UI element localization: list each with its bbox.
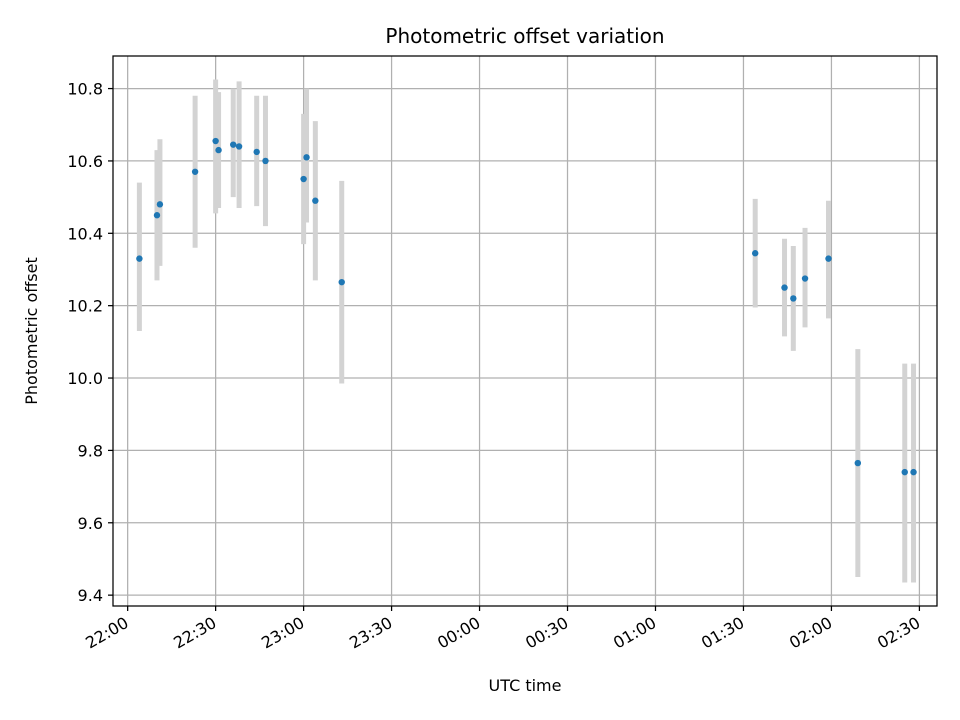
data-points: [136, 137, 917, 476]
data-point: [338, 278, 345, 286]
data-point: [212, 137, 219, 145]
plot-area-frame: [112, 55, 938, 607]
data-point: [312, 197, 319, 204]
data-point: [910, 468, 917, 476]
data-point: [303, 154, 310, 161]
x-axis-label: UTC time: [489, 676, 562, 695]
chart-title: Photometric offset variation: [385, 24, 664, 48]
data-point: [153, 212, 161, 219]
y-tick-label: 10.0: [67, 369, 103, 388]
y-tick-label: 9.8: [78, 441, 103, 460]
y-tick-label: 10.6: [67, 152, 103, 171]
data-point: [825, 255, 832, 262]
data-point: [854, 459, 862, 467]
data-point: [230, 141, 237, 148]
data-point: [262, 157, 269, 165]
y-tick-label: 9.4: [78, 586, 103, 605]
data-point: [781, 284, 788, 291]
data-point: [191, 168, 199, 175]
data-point: [300, 175, 307, 183]
data-point: [235, 143, 243, 150]
data-point: [801, 275, 809, 282]
data-point: [156, 201, 164, 208]
data-point: [215, 146, 222, 154]
y-tick-label: 9.6: [78, 514, 103, 533]
data-point: [790, 295, 797, 302]
y-tick-label: 10.2: [67, 297, 103, 316]
y-ticks: 9.4 9.6 9.8 10.0 10.2 10.4 10.6 10.8: [67, 80, 113, 605]
data-point: [253, 148, 260, 156]
y-axis-label: Photometric offset: [22, 257, 41, 405]
y-tick-label: 10.8: [67, 80, 103, 99]
data-point: [136, 255, 143, 262]
data-point: [751, 250, 759, 257]
data-point: [901, 468, 908, 476]
y-tick-label: 10.4: [67, 224, 103, 243]
